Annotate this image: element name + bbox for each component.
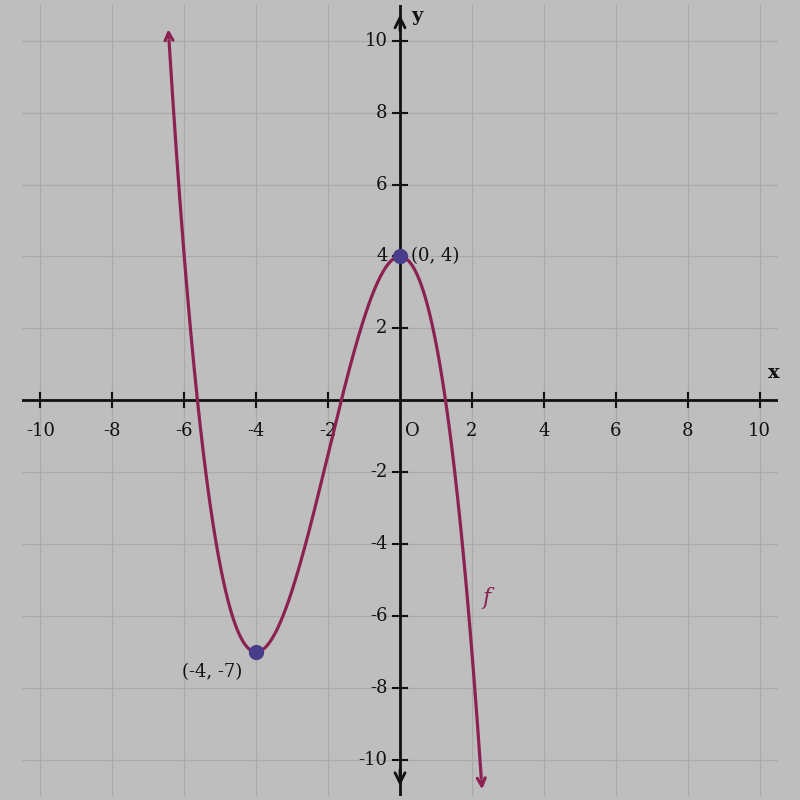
Text: 10: 10 [748, 422, 771, 440]
Text: -6: -6 [370, 607, 387, 625]
Text: 2: 2 [376, 319, 387, 338]
Text: y: y [410, 6, 422, 25]
Text: -10: -10 [26, 422, 55, 440]
Text: -2: -2 [319, 422, 337, 440]
Text: -8: -8 [103, 422, 121, 440]
Text: 8: 8 [682, 422, 694, 440]
Text: (-4, -7): (-4, -7) [182, 662, 242, 681]
Text: 6: 6 [610, 422, 622, 440]
Text: 4: 4 [376, 247, 387, 266]
Text: -4: -4 [247, 422, 265, 440]
Text: x: x [768, 364, 780, 382]
Text: -2: -2 [370, 463, 387, 482]
Text: O: O [406, 422, 420, 440]
Text: -6: -6 [175, 422, 193, 440]
Text: -4: -4 [370, 535, 387, 553]
Text: (0, 4): (0, 4) [410, 247, 459, 266]
Text: 10: 10 [365, 32, 387, 50]
Text: 6: 6 [376, 175, 387, 194]
Text: -8: -8 [370, 679, 387, 697]
Text: 8: 8 [376, 104, 387, 122]
Text: 2: 2 [466, 422, 478, 440]
Text: 4: 4 [538, 422, 550, 440]
Text: f: f [482, 587, 491, 609]
Text: -10: -10 [358, 751, 387, 769]
